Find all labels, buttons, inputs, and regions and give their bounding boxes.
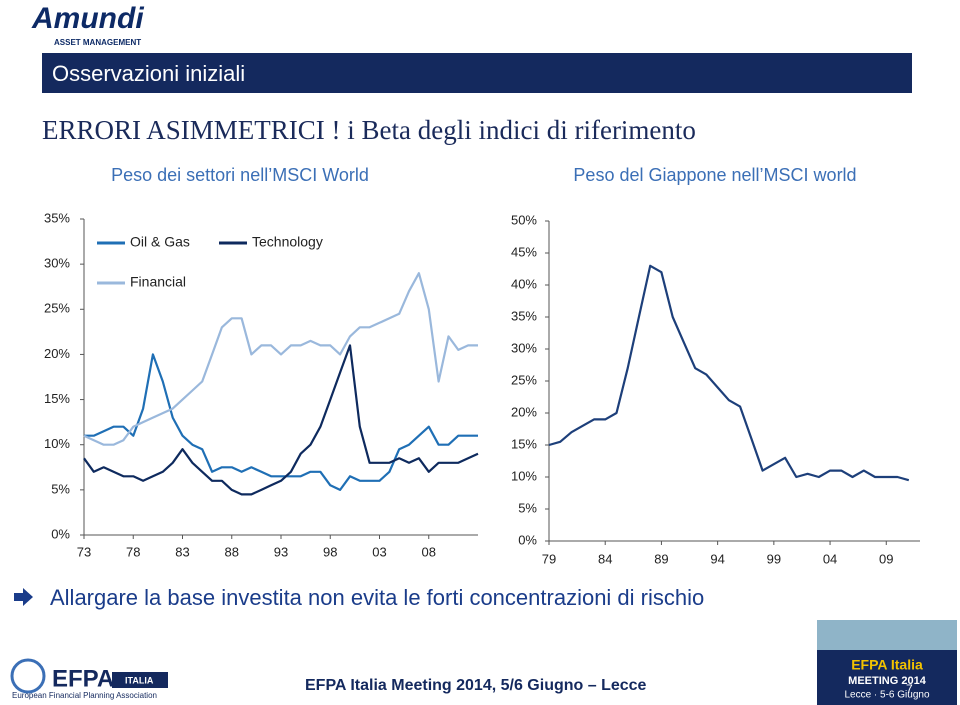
series-line [84,353,478,491]
x-tick-label: 04 [823,551,837,566]
series-line [83,272,478,446]
y-tick-label: 30% [44,256,70,271]
x-tick-label: 09 [879,551,893,566]
bullet-arrow [14,588,33,606]
series-line [548,264,910,482]
efpa-org: European Financial Planning Association [12,691,157,700]
y-tick-label: 25% [44,301,70,316]
y-tick-label: 10% [511,468,537,483]
page-number: 7 [906,682,913,696]
x-tick-label: 08 [422,544,436,559]
x-tick-label: 98 [323,544,337,559]
y-tick-label: 5% [518,500,537,515]
y-tick-label: 10% [44,436,70,451]
y-tick-label: 20% [511,404,537,419]
x-tick-label: 78 [126,544,140,559]
x-tick-label: 84 [598,551,612,566]
footer-text: EFPA Italia Meeting 2014, 5/6 Giugno – L… [305,677,647,694]
logo-tagline: ASSET MANAGEMENT [54,38,141,47]
y-tick-label: 15% [44,391,70,406]
y-tick-label: 45% [511,244,537,259]
y-tick-label: 35% [511,308,537,323]
logo-name: Amundi [31,2,144,35]
banner-bar [42,53,912,93]
badge-title: EFPA Italia [851,657,923,673]
legend-label: Technology [252,234,323,250]
y-tick-label: 30% [511,340,537,355]
x-tick-label: 03 [372,544,386,559]
badge-place: Lecce · 5-6 Giugno [844,690,929,701]
legend-label: Financial [130,274,186,290]
banner-text: Osservazioni iniziali [52,61,245,86]
efpa-logo-mark [10,658,46,694]
efpa-country: ITALIA [125,675,154,685]
x-tick-label: 99 [767,551,781,566]
y-tick-label: 35% [44,210,70,225]
x-tick-label: 83 [175,544,189,559]
x-tick-label: 93 [274,544,288,559]
x-tick-label: 94 [710,551,724,566]
badge-box [817,650,957,705]
efpa-country-box [112,672,168,688]
y-tick-label: 20% [44,346,70,361]
chart-title: Peso dei settori nell’MSCI World [111,165,369,185]
series-line [83,344,479,496]
y-tick-label: 5% [51,481,70,496]
y-tick-label: 0% [51,526,70,541]
chart-title: Peso del Giappone nell’MSCI world [573,165,856,185]
x-tick-label: 79 [542,551,556,566]
legend-label: Oil & Gas [130,234,190,250]
efpa-logo: EFPA [52,665,114,692]
y-tick-label: 25% [511,372,537,387]
y-tick-label: 50% [511,212,537,227]
x-tick-label: 88 [225,544,239,559]
badge-event: MEETING 2014 [848,675,927,687]
y-tick-label: 0% [518,532,537,547]
y-tick-label: 15% [511,436,537,451]
x-tick-label: 73 [77,544,91,559]
heading: ERRORI ASIMMETRICI ! i Beta degli indici… [42,115,696,145]
x-tick-label: 89 [654,551,668,566]
y-tick-label: 40% [511,276,537,291]
bullet-text: Allargare la base investita non evita le… [50,585,704,610]
